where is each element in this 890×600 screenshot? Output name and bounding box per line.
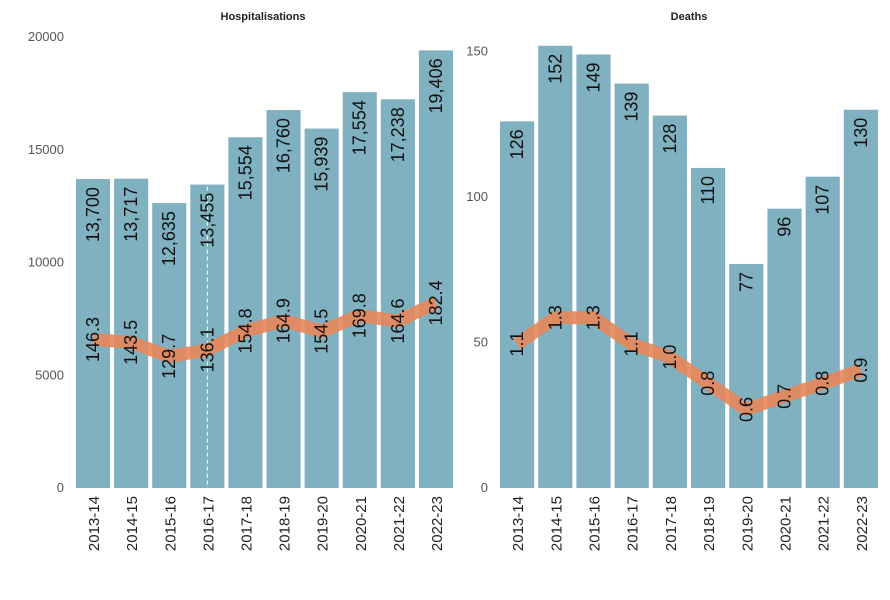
x-tick-label: 2022-23 [429, 496, 446, 551]
chart-title: Deaths [671, 11, 708, 23]
bar-value-label: 96 [775, 217, 795, 237]
bar [304, 128, 339, 488]
y-tick-label: 100 [466, 189, 488, 204]
x-tick-label: 2021-22 [816, 496, 833, 551]
bar-value-label: 12,635 [159, 211, 179, 266]
rate-label: 164.6 [388, 298, 408, 343]
y-tick-label: 5000 [35, 367, 64, 382]
y-tick-label: 15000 [28, 142, 64, 157]
rate-label: 136.1 [197, 327, 217, 372]
bar-value-label: 19,406 [426, 58, 446, 113]
x-tick-label: 2016-17 [200, 496, 217, 551]
rate-label: 0.7 [775, 384, 795, 409]
bar [114, 178, 149, 489]
bar-value-label: 110 [698, 176, 718, 205]
bar-value-label: 15,939 [312, 137, 332, 192]
rate-label: 1.3 [584, 305, 604, 330]
chart-title: Hospitalisations [221, 11, 306, 23]
rate-label: 154.5 [312, 309, 332, 354]
x-tick-label: 2019-20 [739, 496, 756, 551]
bar-value-label: 17,238 [388, 107, 408, 162]
x-tick-label: 2021-22 [391, 496, 408, 551]
trend-line [513, 311, 864, 416]
x-tick-label: 2020-21 [353, 496, 370, 551]
bar-value-label: 17,554 [350, 100, 370, 155]
bar [767, 208, 802, 489]
bar-value-label: 149 [584, 62, 604, 92]
bar-value-label: 128 [660, 124, 680, 154]
rate-label: 146.3 [83, 317, 103, 362]
bar [729, 263, 764, 488]
x-tick-label: 2017-18 [663, 496, 680, 551]
trend-line [92, 297, 439, 363]
bar [500, 121, 535, 488]
rate-label: 1.1 [507, 331, 527, 356]
bar [76, 179, 111, 488]
bar [652, 115, 687, 489]
bar [691, 167, 726, 488]
rate-label: 1.3 [545, 305, 565, 330]
rate-label: 164.9 [274, 298, 294, 343]
x-tick-label: 2013-14 [86, 496, 103, 551]
bar-value-label: 15,554 [235, 145, 255, 200]
x-tick-label: 2014-15 [124, 496, 141, 551]
bar [538, 45, 573, 488]
rate-label: 154.8 [235, 308, 255, 353]
bar-value-label: 126 [507, 129, 527, 159]
rate-label: 129.7 [159, 334, 179, 379]
bar [614, 83, 649, 488]
rate-label: 1.0 [660, 345, 680, 370]
bar-value-label: 13,717 [121, 187, 141, 242]
x-tick-label: 2022-23 [854, 496, 871, 551]
bar-value-label: 107 [813, 185, 833, 215]
x-tick-label: 2019-20 [315, 496, 332, 551]
bar [805, 176, 840, 488]
y-tick-label: 20000 [28, 29, 64, 44]
y-tick-label: 10000 [28, 255, 64, 270]
x-tick-label: 2017-18 [238, 496, 255, 551]
x-tick-label: 2018-19 [277, 496, 294, 551]
y-tick-label: 0 [481, 480, 488, 495]
rate-label: 182.4 [426, 280, 446, 325]
x-tick-label: 2014-15 [548, 496, 565, 551]
bar [342, 92, 377, 489]
x-tick-label: 2015-16 [162, 496, 179, 551]
rate-label: 0.6 [736, 397, 756, 422]
x-tick-label: 2018-19 [701, 496, 718, 551]
x-tick-label: 2015-16 [587, 496, 604, 551]
y-tick-label: 0 [57, 480, 64, 495]
bar [576, 54, 611, 488]
rate-label: 0.9 [851, 358, 871, 383]
x-tick-label: 2016-17 [625, 496, 642, 551]
bar [228, 137, 263, 488]
rate-label: 1.1 [622, 331, 642, 356]
bar-value-label: 16,760 [274, 118, 294, 173]
bar-value-label: 77 [736, 272, 756, 292]
rate-label: 143.5 [121, 320, 141, 365]
bar [843, 109, 878, 488]
bar [266, 110, 301, 488]
y-tick-label: 150 [466, 44, 488, 59]
rate-label: 169.8 [350, 293, 370, 338]
x-tick-label: 2020-21 [778, 496, 795, 551]
x-tick-label: 2013-14 [510, 496, 527, 551]
bar-value-label: 130 [851, 118, 871, 148]
rate-label: 0.8 [698, 371, 718, 396]
y-tick-label: 50 [474, 335, 488, 350]
rate-label: 0.8 [813, 371, 833, 396]
bar [380, 99, 415, 489]
bar [418, 50, 453, 488]
bar-value-label: 13,455 [197, 193, 217, 248]
bar-value-label: 139 [622, 92, 642, 122]
bar-value-label: 152 [545, 54, 565, 84]
bar-value-label: 13,700 [83, 187, 103, 242]
